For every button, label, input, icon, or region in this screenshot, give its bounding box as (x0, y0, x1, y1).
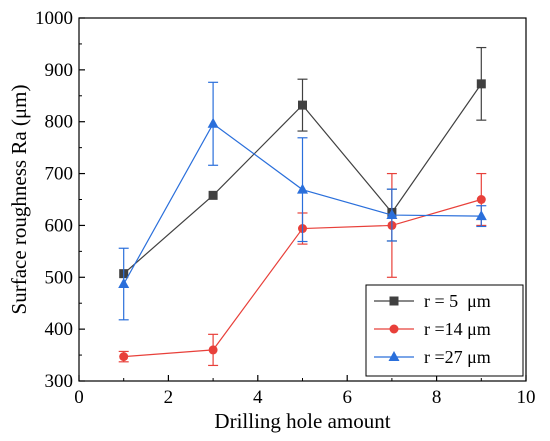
y-tick-label: 600 (45, 215, 74, 236)
legend-item: r = 5 μm (374, 291, 491, 311)
x-tick-label: 4 (253, 387, 263, 408)
legend: r = 5 μm r =14 μm r =27 μm (365, 284, 524, 377)
legend-item: r =27 μm (374, 347, 491, 367)
series-marker-circle (476, 195, 486, 204)
x-tick-label: 2 (164, 387, 174, 408)
series-marker-circle (389, 324, 399, 334)
series-marker-square (208, 190, 218, 200)
x-tick-label: 6 (342, 387, 352, 408)
series-marker-triangle (207, 117, 219, 128)
series-marker-triangle (386, 209, 398, 220)
legend-label: r = 5 μm (424, 291, 491, 311)
legend-label: r =27 μm (424, 347, 491, 367)
plot-area (118, 46, 487, 367)
x-tick-label: 10 (517, 387, 536, 408)
y-tick-label: 700 (45, 164, 74, 185)
y-tick-label: 500 (45, 267, 74, 288)
series-marker-triangle (297, 183, 308, 194)
series-marker-square (389, 296, 399, 306)
axes: 0 2 4 6 8 10 300 400 500 600 700 800 900 1000 (35, 8, 536, 408)
series-marker-triangle (118, 278, 130, 289)
y-tick-label: 800 (45, 112, 74, 133)
legend-item: r =14 μm (374, 319, 491, 339)
x-axis-title: Drilling hole amount (214, 409, 390, 433)
x-tick-label: 0 (74, 387, 84, 408)
series-marker-circle (119, 352, 129, 362)
x-tick-label: 8 (432, 387, 442, 408)
series-marker-triangle (388, 351, 400, 361)
y-tick-label: 1000 (35, 8, 73, 29)
y-tick-label: 400 (45, 319, 74, 340)
series-marker-square (298, 100, 307, 110)
y-tick-label: 300 (45, 371, 74, 392)
series-marker-square (476, 79, 486, 89)
series-marker-circle (208, 345, 218, 355)
series-3 (118, 81, 487, 321)
legend-label: r =14 μm (424, 319, 491, 339)
y-tick-label: 900 (45, 60, 74, 81)
series-marker-triangle (475, 210, 487, 221)
y-axis-title: Surface roughness Ra (μm) (7, 85, 31, 315)
